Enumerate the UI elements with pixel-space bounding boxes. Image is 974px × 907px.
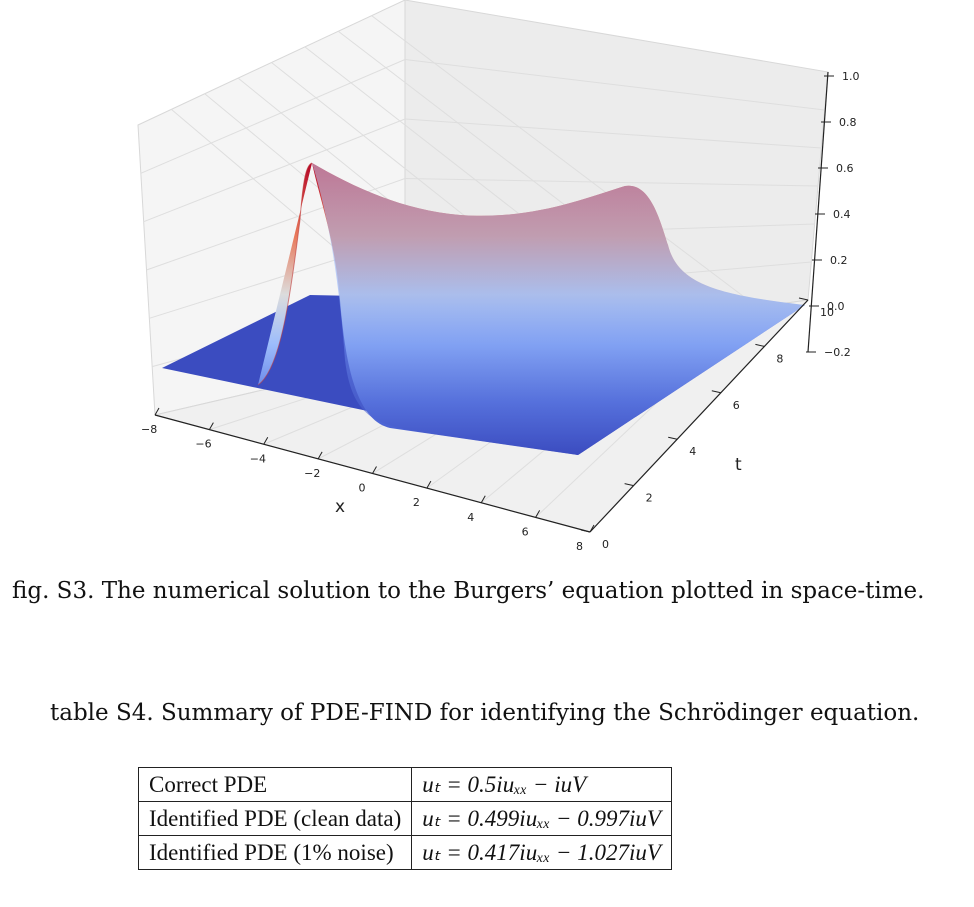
x-tick-label: −4 [250,452,266,465]
table-caption: table S4. Summary of PDE-FIND for identi… [50,700,920,726]
row-equation: uₜ = 0.5iuₓₓ − iuV [411,767,672,802]
grid-line-z [140,59,406,174]
t-tick-label: 2 [646,492,653,505]
t-tick-mark [668,436,678,440]
z-axis: −0.2 0.0 0.2 0.4 0.6 0.8 1.0 [806,70,860,359]
x-tick-label: 0 [359,482,366,495]
row-label: Identified PDE (clean data) [137,801,413,836]
x-tick-mark [154,407,160,416]
pde-summary-table: Correct PDE uₜ = 0.5iuₓₓ − iuV Identifie… [137,767,672,870]
z-tick-label: 0.4 [833,208,851,221]
grid-line-z [404,178,819,187]
z-tick-label: 0.2 [830,254,848,267]
row-label: Correct PDE [137,767,413,802]
grid-line-z [404,118,822,149]
x-tick-label: 4 [467,511,474,524]
x-tick-mark [317,451,323,460]
t-axis-label: t [735,455,742,475]
grid-line-z [143,118,406,223]
t-tick-label: 4 [689,445,696,458]
grid-line-z [404,59,825,111]
t-tick-mark [580,529,591,533]
figure-caption: fig. S3. The numerical solution to the B… [12,578,925,604]
x-tick-mark [263,437,269,445]
x-axis-label: x [335,497,345,517]
z-tick-label: 0.0 [827,300,845,313]
row-equation: uₜ = 0.417iuₓₓ − 1.027iuV [411,835,672,870]
t-tick-mark [624,483,634,487]
table-row: Correct PDE uₜ = 0.5iuₓₓ − iuV [137,767,672,802]
burgers-surface-plot: −8 −6 −4 −2 0 2 4 6 8 x 0 2 4 6 8 10 t −0.2 0.0 0.2 0.4 0… [137,0,860,553]
table-row: Identified PDE (clean data) uₜ = 0.499iu… [137,801,672,836]
t-tick-mark [798,297,809,301]
x-tick-mark [372,466,377,474]
t-axis: 0 2 4 6 8 10 t [580,297,834,551]
z-tick-label: 0.8 [839,116,857,129]
t-tick-label: 10 [820,306,834,319]
x-tick-label: 2 [413,496,420,509]
row-equation: uₜ = 0.499iuₓₓ − 0.997iuV [411,801,672,836]
table-row: Identified PDE (1% noise) uₜ = 0.417iuₓₓ… [137,835,672,870]
x-axis: −8 −6 −4 −2 0 2 4 6 8 x [141,407,595,553]
t-tick-label: 0 [602,538,609,551]
z-tick-label: 1.0 [842,70,860,83]
t-tick-label: 8 [776,352,783,365]
z-tick-label: 0.6 [836,162,854,175]
surface-ridge [257,162,805,455]
z-tick-label: −0.2 [824,346,851,359]
x-tick-label: 6 [522,525,529,538]
row-label: Identified PDE (1% noise) [137,835,413,870]
x-tick-mark [535,510,541,518]
t-tick-label: 6 [733,399,740,412]
x-tick-label: 8 [576,540,583,553]
x-tick-label: −2 [304,467,320,480]
x-tick-label: −6 [195,438,211,451]
t-tick-mark [755,343,765,347]
grid-line-x-wall [371,15,758,308]
x-tick-label: −8 [141,423,157,436]
x-tick-mark [589,524,595,533]
x-tick-mark [426,480,432,489]
x-tick-mark [208,422,214,430]
x-tick-mark [480,495,486,503]
t-tick-mark [711,390,721,394]
